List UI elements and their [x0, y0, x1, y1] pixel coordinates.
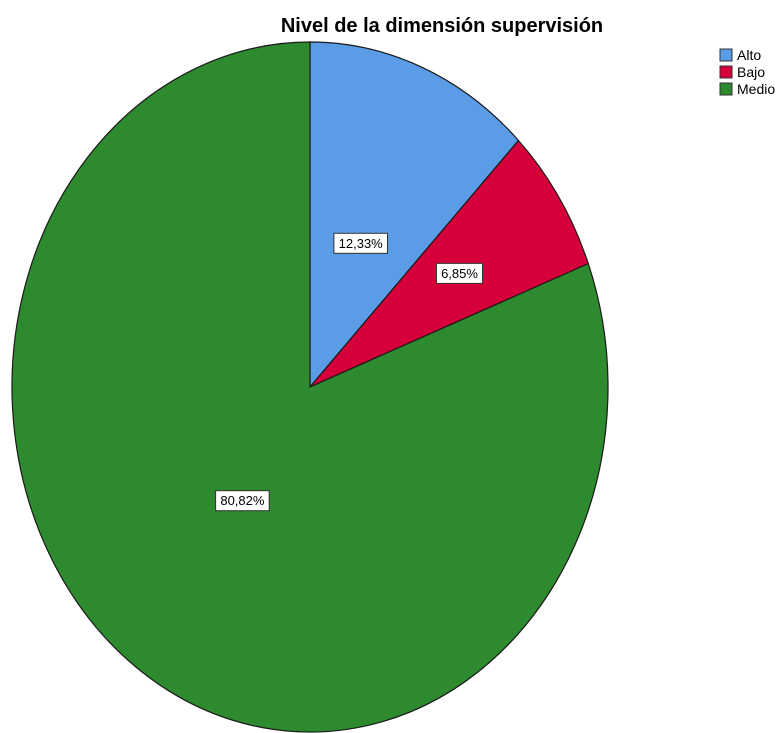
legend-item-medio: Medio — [720, 81, 775, 97]
legend-swatch-alto — [720, 49, 732, 61]
legend-label-medio: Medio — [737, 81, 775, 97]
legend-label-alto: Alto — [737, 47, 761, 63]
legend: Alto Bajo Medio — [720, 47, 775, 97]
legend-label-bajo: Bajo — [737, 64, 765, 80]
chart-title: Nivel de la dimensión supervisión — [281, 15, 603, 37]
data-label-text-bajo: 6,85% — [441, 266, 478, 281]
legend-swatch-bajo — [720, 66, 732, 78]
legend-item-bajo: Bajo — [720, 64, 765, 80]
data-label-text-alto: 12,33% — [339, 236, 384, 251]
pie-slices — [12, 42, 608, 732]
data-label-text-medio: 80,82% — [220, 493, 265, 508]
data-label-alto: 12,33% — [334, 233, 388, 253]
data-label-medio: 80,82% — [216, 491, 270, 511]
legend-swatch-medio — [720, 83, 732, 95]
legend-item-alto: Alto — [720, 47, 761, 63]
data-label-bajo: 6,85% — [437, 263, 483, 283]
